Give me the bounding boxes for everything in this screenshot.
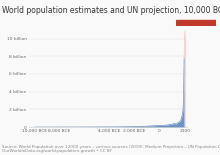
Bar — [176, 20, 216, 26]
Text: Our World
in Data: Our World in Data — [184, 8, 208, 17]
Text: World population estimates and UN projection, 10,000 BCE to 2100: World population estimates and UN projec… — [2, 6, 220, 15]
Text: Source: World Population over 12000 years – various sources (2019); Medium Proje: Source: World Population over 12000 year… — [2, 145, 220, 153]
